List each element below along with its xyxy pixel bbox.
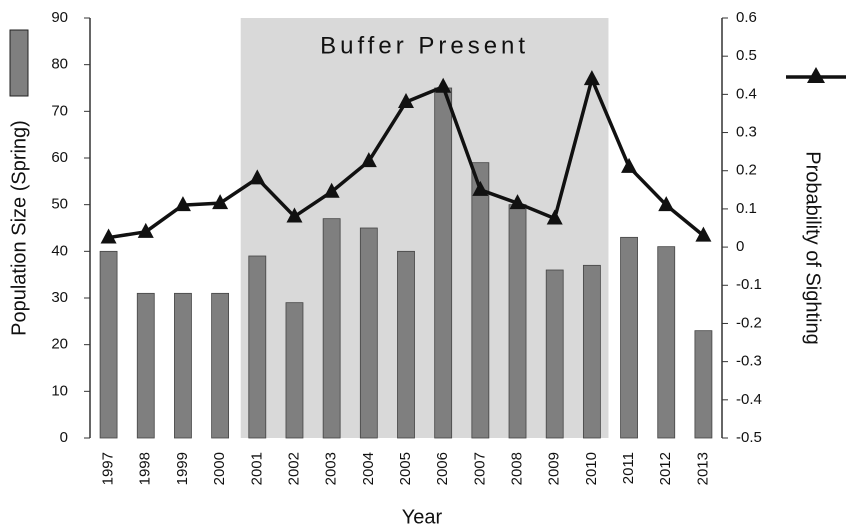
marker bbox=[360, 152, 377, 168]
bar bbox=[545, 269, 564, 439]
y-tick-label: 30 bbox=[51, 289, 68, 306]
bar bbox=[359, 227, 378, 439]
legend-swatch bbox=[9, 29, 29, 97]
x-tick-label: 2002 bbox=[285, 452, 302, 485]
y-tick-label: 60 bbox=[51, 149, 68, 166]
x-tick-label: 2009 bbox=[546, 452, 563, 485]
x-tick-label: 2000 bbox=[211, 452, 228, 485]
y2-tick-label: -0.5 bbox=[736, 429, 762, 446]
bar bbox=[136, 292, 155, 439]
marker bbox=[658, 196, 675, 212]
y2-tick-label: 0.6 bbox=[736, 9, 757, 26]
marker bbox=[286, 207, 303, 223]
y-tick-label: 50 bbox=[51, 196, 68, 213]
bar bbox=[248, 255, 267, 439]
x-tick-label: 1998 bbox=[137, 452, 154, 485]
marker bbox=[100, 228, 117, 244]
bar bbox=[582, 264, 601, 439]
bar bbox=[174, 292, 192, 439]
x-tick-label: 1997 bbox=[100, 452, 117, 485]
bar bbox=[508, 204, 527, 439]
x-tick-label: 2011 bbox=[620, 452, 637, 484]
y2-tick-label: -0.1 bbox=[736, 276, 762, 293]
x-tick-label: 2003 bbox=[323, 452, 340, 485]
marker bbox=[323, 182, 340, 198]
marker bbox=[249, 169, 266, 185]
x-axis-title: Year bbox=[402, 506, 443, 528]
x-tick-label: 2001 bbox=[248, 452, 265, 485]
bar bbox=[657, 246, 676, 439]
marker bbox=[398, 93, 414, 108]
y2-tick-label: 0.5 bbox=[736, 47, 757, 64]
marker bbox=[137, 222, 154, 238]
y2-tick-label: 0.2 bbox=[736, 162, 757, 179]
y-tick-label: 90 bbox=[51, 9, 68, 26]
y2-tick-label: 0.4 bbox=[736, 85, 757, 102]
region-label: Buffer Present bbox=[320, 32, 529, 59]
marker bbox=[435, 77, 452, 93]
marker bbox=[174, 196, 191, 212]
bar bbox=[285, 302, 304, 439]
bar bbox=[99, 250, 118, 439]
marker bbox=[212, 194, 229, 210]
y2-tick-label: 0.1 bbox=[736, 200, 757, 217]
marker bbox=[621, 157, 638, 173]
marker bbox=[583, 70, 600, 86]
marker bbox=[509, 194, 526, 210]
bar bbox=[397, 250, 415, 439]
y-tick-label: 20 bbox=[51, 336, 68, 353]
marker bbox=[546, 209, 563, 225]
bar bbox=[694, 330, 713, 439]
y2-tick-label: -0.4 bbox=[736, 391, 762, 408]
y-axis-title: Population Size (Spring) bbox=[8, 120, 30, 336]
bar bbox=[322, 218, 341, 439]
x-tick-label: 2010 bbox=[583, 452, 600, 485]
bar bbox=[211, 292, 230, 439]
x-tick-label: 2013 bbox=[694, 452, 711, 485]
x-tick-label: 2005 bbox=[397, 452, 414, 485]
y2-tick-label: 0 bbox=[736, 238, 744, 255]
y-tick-label: 70 bbox=[51, 102, 68, 119]
x-tick-label: 2008 bbox=[508, 452, 525, 485]
marker bbox=[472, 180, 489, 196]
x-tick-label: 1999 bbox=[174, 452, 191, 485]
bar bbox=[620, 236, 638, 439]
x-tick-label: 2012 bbox=[657, 452, 674, 485]
y2-axis-title: Probability of Sighting bbox=[802, 151, 824, 344]
x-tick-label: 2004 bbox=[360, 452, 377, 485]
x-tick-label: 2007 bbox=[471, 452, 488, 485]
legend-swatch bbox=[807, 67, 825, 83]
bar bbox=[471, 162, 490, 439]
y2-tick-label: -0.2 bbox=[736, 314, 762, 331]
x-tick-label: 2006 bbox=[434, 452, 451, 485]
y-tick-label: 40 bbox=[51, 242, 68, 259]
y2-tick-label: 0.3 bbox=[736, 124, 757, 141]
marker bbox=[695, 226, 712, 242]
y-tick-label: 0 bbox=[60, 429, 68, 446]
bar bbox=[434, 87, 453, 439]
y-tick-label: 80 bbox=[51, 56, 68, 73]
y-tick-label: 10 bbox=[51, 382, 68, 399]
y2-tick-label: -0.3 bbox=[736, 353, 762, 370]
